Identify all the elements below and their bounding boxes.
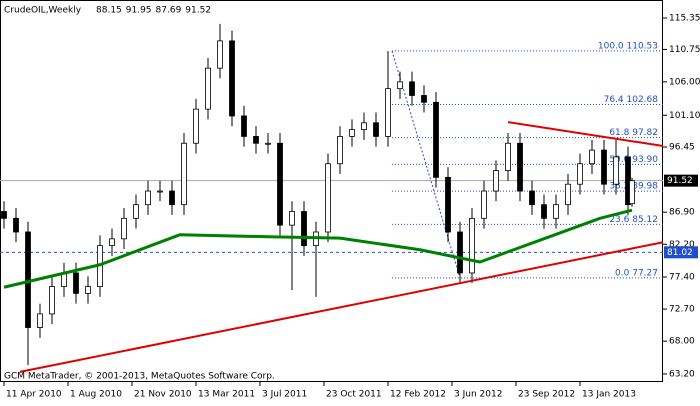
fib-label: 100.0 110.53 <box>598 41 658 51</box>
x-tick-label: 3 Jun 2012 <box>454 390 502 400</box>
candle-body <box>409 81 415 96</box>
header-value: 87.69 <box>156 6 182 16</box>
candle-body <box>253 136 259 144</box>
header-value: 91.95 <box>126 6 152 16</box>
x-tick-label: 21 Nov 2010 <box>134 390 192 400</box>
fib-label: 0.0 77.27 <box>615 268 658 278</box>
candle-body <box>601 149 607 185</box>
trendline <box>19 241 664 373</box>
y-tick-label: 96.45 <box>669 143 695 153</box>
candle-body <box>133 204 139 219</box>
current-price-box <box>664 174 698 187</box>
y-tick-label: 77.40 <box>669 273 695 283</box>
candle-body <box>529 190 535 206</box>
x-tick-label: 3 Jul 2011 <box>262 390 307 400</box>
candle-body <box>37 313 43 328</box>
candle-body <box>493 170 499 192</box>
candle-body <box>1 211 7 219</box>
candle-body <box>629 180 635 205</box>
candle-body <box>505 142 511 171</box>
y-tick-label: 68.00 <box>669 337 695 347</box>
candle-body <box>337 136 343 165</box>
y-tick-label: 86.90 <box>669 208 695 218</box>
x-tick-label: 12 Feb 2012 <box>390 390 446 400</box>
candle-body <box>385 88 391 137</box>
candle-body <box>73 272 79 294</box>
x-tick-label: 13 Jan 2013 <box>582 390 636 400</box>
candle-body <box>433 101 439 178</box>
candle-body <box>13 217 19 233</box>
plot-area: 100.0 110.53 76.4 102.68 61.8 97.82 50.0 93… <box>0 23 664 373</box>
candle-body <box>541 204 547 219</box>
candle-body <box>145 190 151 206</box>
candle-body <box>181 142 187 206</box>
candle-body <box>325 163 331 233</box>
moving-average <box>3 208 633 289</box>
y-tick-label: 63.20 <box>669 369 695 379</box>
candle-body <box>217 40 223 69</box>
candle-body <box>373 122 379 137</box>
candle-body <box>121 217 127 240</box>
footer: GCM MetaTrader, © 2001-2013, MetaQuotes … <box>4 372 275 382</box>
candle-body <box>553 204 559 219</box>
trendline <box>507 121 664 147</box>
fib-label: 76.4 102.68 <box>604 95 659 105</box>
header-value: 91.52 <box>185 6 211 16</box>
x-tick-label: 23 Oct 2011 <box>326 390 382 400</box>
candle-body <box>193 108 199 144</box>
candle-body <box>169 190 175 206</box>
y-tick-label: 106.00 <box>669 77 700 87</box>
x-tick-label: 1 Aug 2010 <box>70 390 122 400</box>
candle-body <box>85 286 91 294</box>
candle-body <box>349 129 355 137</box>
candle-body <box>421 95 427 103</box>
x-tick-label: 23 Sep 2012 <box>518 390 575 400</box>
plot-frame <box>0 0 663 382</box>
candle-body <box>613 156 619 185</box>
candle-body <box>469 217 475 274</box>
candle-body <box>241 115 247 137</box>
candle-body <box>49 286 55 315</box>
fib-label: 50.0 93.90 <box>609 155 658 165</box>
level-price-label: 81.02 <box>667 248 693 258</box>
candle-body <box>361 122 367 131</box>
y-tick-label: 72.70 <box>669 305 695 315</box>
candle-body <box>481 190 487 219</box>
candle-body <box>565 183 571 206</box>
fib-connector <box>391 50 461 279</box>
candle-body <box>445 176 451 233</box>
candle-body <box>517 142 523 192</box>
header-value: 88.15 <box>96 6 122 16</box>
candle-body <box>157 190 163 193</box>
candle-body <box>301 211 307 247</box>
y-tick-label: 82.20 <box>669 240 695 250</box>
candle-body <box>397 81 403 90</box>
candle-body <box>457 231 463 274</box>
candle-body <box>289 211 295 226</box>
current-price-label: 91.52 <box>667 176 693 186</box>
fib-label: 61.8 97.82 <box>609 128 658 138</box>
x-tick-label: 13 Mar 2011 <box>198 390 255 400</box>
candle-body <box>577 163 583 185</box>
y-tick-label: 110.75 <box>669 45 700 55</box>
candle-body <box>277 142 283 226</box>
level-price-box <box>664 246 698 259</box>
candle-body <box>265 142 271 145</box>
fib-label: 23.6 85.12 <box>609 215 658 225</box>
x-tick-label: 11 Apr 2010 <box>6 390 62 400</box>
candle-body <box>109 238 115 247</box>
chart-title: CrudeOIL,Weekly <box>4 6 82 16</box>
y-tick-label: 115.35 <box>669 14 700 24</box>
candle-body <box>589 149 595 165</box>
candle-body <box>229 40 235 117</box>
candle-body <box>205 67 211 110</box>
y-tick-label: 101.10 <box>669 111 700 121</box>
